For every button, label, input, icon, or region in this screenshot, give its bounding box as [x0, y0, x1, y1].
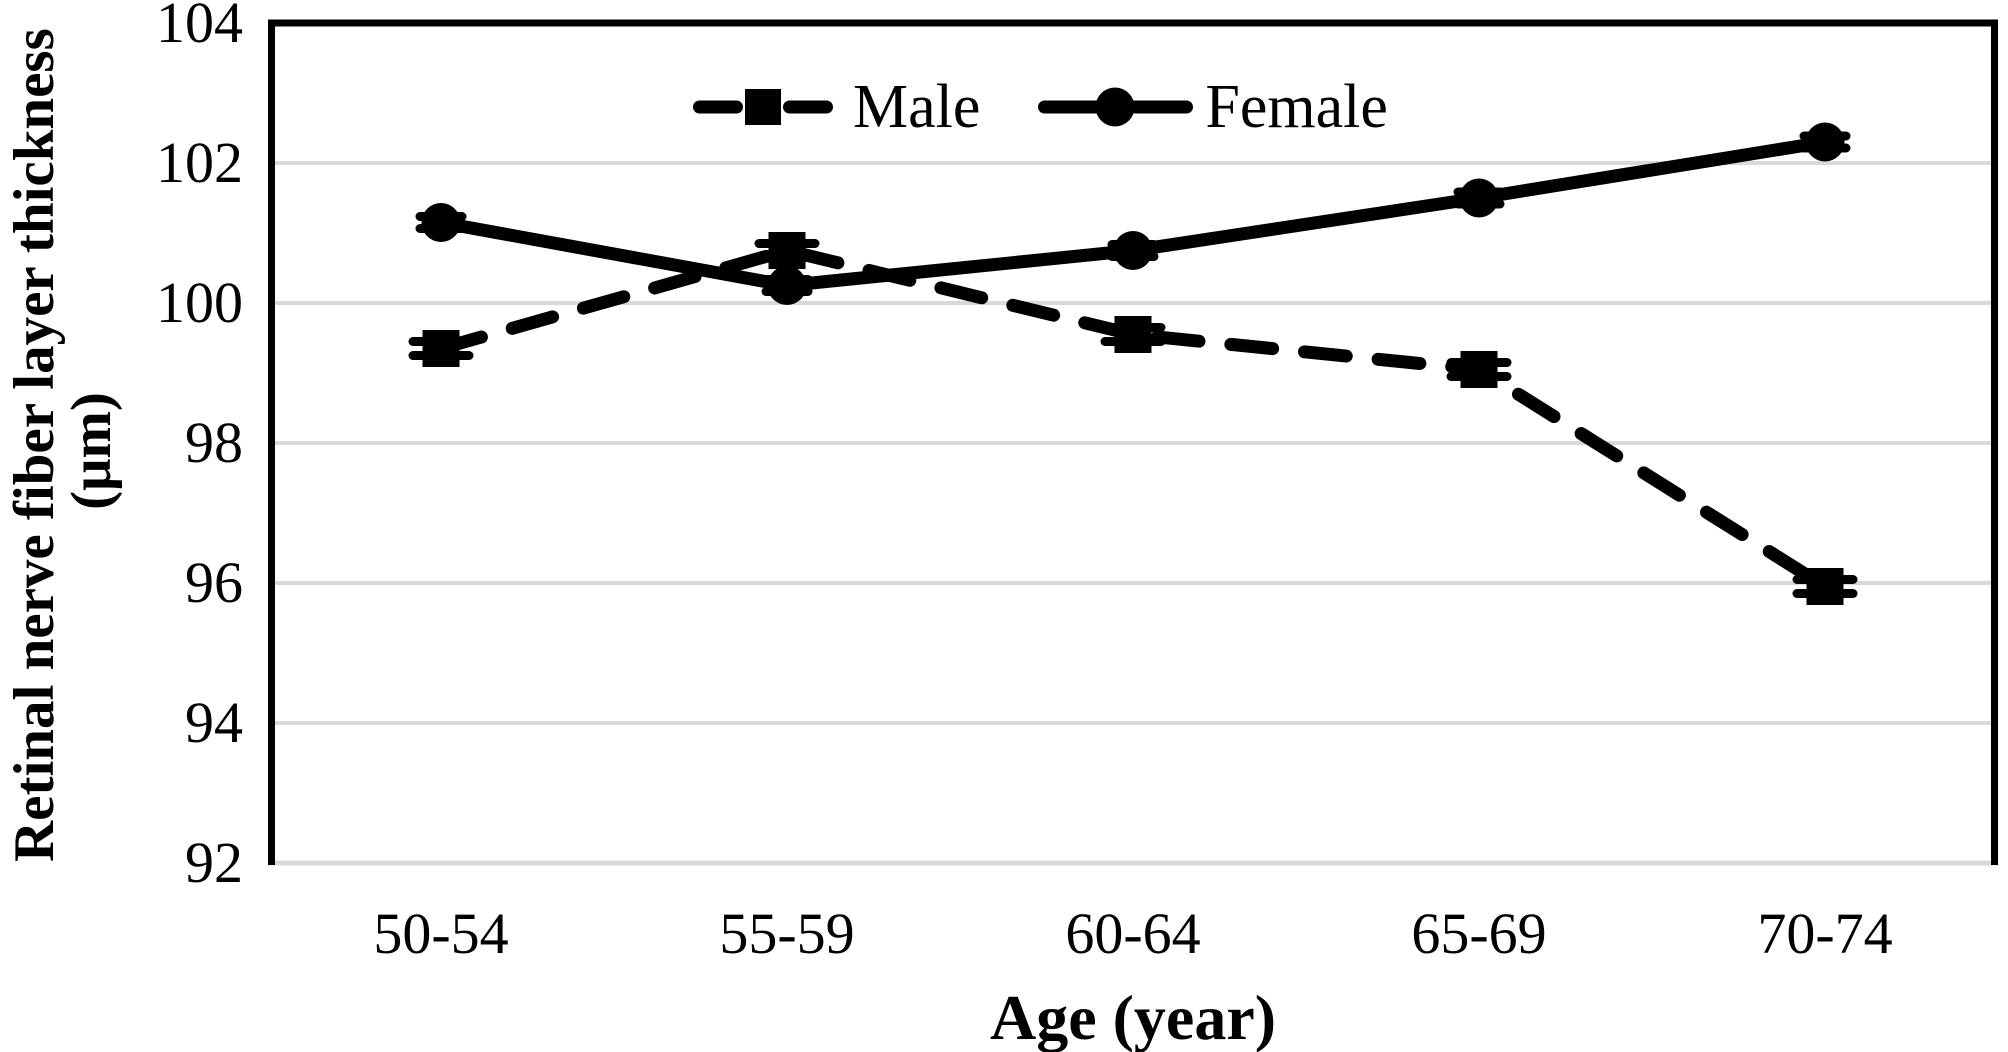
marker-square-65-69 [1460, 351, 1498, 388]
x-tick-label-65-69: 65-69 [1411, 901, 1547, 966]
x-tick-label-60-64: 60-64 [1065, 901, 1201, 966]
y-tick-label-92: 92 [185, 830, 243, 895]
y-tick-label-100: 100 [156, 270, 243, 335]
y-tick-label-96: 96 [185, 550, 243, 615]
marker-square-50-54 [422, 330, 460, 367]
marker-circle-60-64 [1113, 231, 1153, 270]
y-tick-label-98: 98 [185, 410, 243, 475]
female-line-circle-icon [1038, 87, 1194, 127]
legend-item-female: Female [1038, 73, 1388, 141]
legend-item-male: Male [693, 73, 981, 141]
x-tick-label-55-59: 55-59 [719, 901, 855, 966]
x-axis-title: Age (year) [989, 982, 1277, 1052]
marker-circle-50-54 [421, 203, 461, 242]
x-tick-label-50-54: 50-54 [373, 901, 509, 966]
marker-square-55-59 [768, 232, 806, 269]
marker-circle-70-74 [1805, 122, 1845, 162]
chart-canvas [268, 19, 1998, 866]
marker-circle-55-59 [767, 266, 807, 305]
plot-area [268, 19, 1998, 866]
y-tick-label-94: 94 [185, 690, 243, 755]
series-line-male [434, 244, 1832, 593]
marker-circle-65-69 [1459, 178, 1499, 218]
male-dashed-square-icon [693, 89, 833, 125]
x-tick-label-70-74: 70-74 [1757, 901, 1893, 966]
y-tick-label-102: 102 [156, 130, 243, 195]
marker-square-70-74 [1806, 568, 1844, 605]
legend: Male Female [693, 73, 1388, 141]
legend-label-male: Male [853, 73, 981, 141]
legend-label-female: Female [1205, 73, 1388, 141]
y-tick-label-104: 104 [156, 0, 243, 55]
marker-square-60-64 [1114, 316, 1152, 353]
